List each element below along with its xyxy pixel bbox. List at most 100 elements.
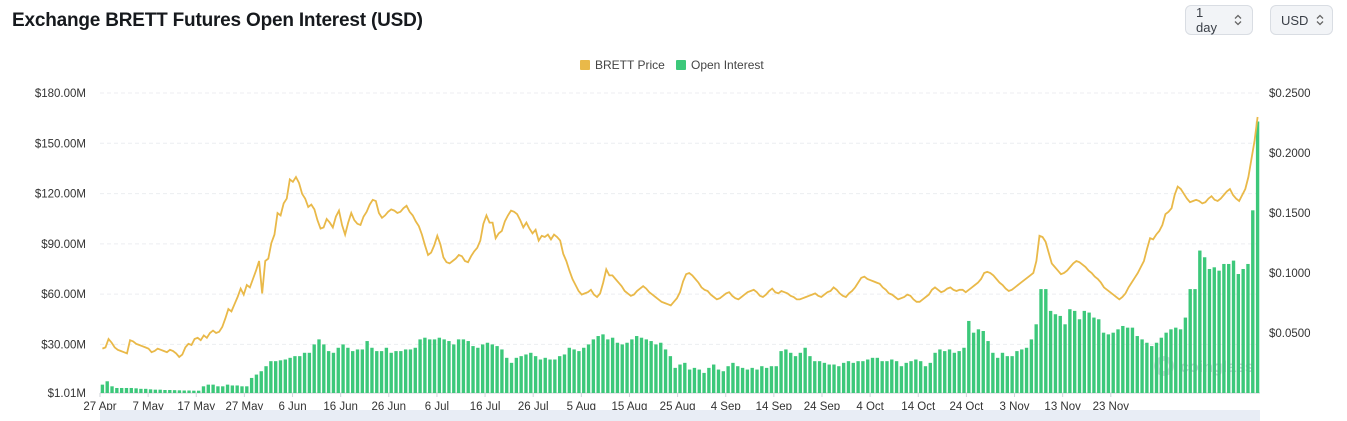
- oi-bar: [312, 344, 316, 393]
- oi-bar: [615, 342, 620, 393]
- oi-bar: [139, 388, 143, 393]
- oi-bar: [245, 386, 249, 393]
- open-interest-bars: [100, 121, 1260, 393]
- oi-bar: [500, 349, 504, 393]
- oi-bar: [172, 390, 177, 393]
- oi-bar: [789, 352, 793, 393]
- interval-select-label: 1 day: [1196, 5, 1217, 35]
- oi-bar: [495, 346, 499, 393]
- oi-bar: [721, 371, 726, 393]
- oi-bar: [1202, 257, 1207, 393]
- oi-bar: [1174, 327, 1178, 393]
- oi-bar: [1125, 327, 1130, 393]
- oi-bar: [134, 388, 138, 393]
- y-right-tick-label: $0.1500: [1269, 208, 1311, 220]
- oi-bar: [110, 386, 114, 393]
- oi-bar: [1020, 349, 1024, 393]
- oi-bar: [803, 347, 807, 393]
- oi-bar: [976, 329, 981, 393]
- oi-bar: [1241, 268, 1245, 393]
- currency-select[interactable]: USD: [1270, 5, 1333, 35]
- oi-bar: [639, 337, 644, 393]
- oi-bar: [909, 361, 913, 393]
- oi-bar: [779, 351, 783, 393]
- y-right-tick-label: $0.0500: [1269, 328, 1311, 340]
- oi-bar: [918, 361, 923, 393]
- oi-bar: [1255, 121, 1260, 393]
- page-title: Exchange BRETT Futures Open Interest (US…: [12, 10, 423, 31]
- oi-bar: [370, 347, 374, 393]
- oi-bar: [962, 347, 966, 393]
- oi-bar: [663, 349, 668, 393]
- oi-bar: [201, 386, 206, 393]
- oi-bar: [509, 362, 514, 393]
- oi-bar: [326, 351, 331, 393]
- oi-bar: [221, 386, 225, 393]
- oi-bar: [914, 359, 918, 393]
- oi-bar: [601, 334, 605, 393]
- oi-bar: [606, 339, 610, 393]
- oi-bar: [365, 341, 369, 393]
- oi-bar: [1087, 312, 1091, 393]
- oi-bar: [163, 389, 167, 393]
- oi-bar: [548, 359, 552, 393]
- oi-bar: [351, 351, 355, 393]
- oi-bar: [947, 349, 952, 393]
- oi-bar: [952, 352, 957, 393]
- oi-bar: [423, 337, 427, 393]
- oi-bar: [413, 347, 417, 393]
- oi-bar: [1130, 327, 1135, 393]
- oi-bar: [480, 344, 485, 393]
- oi-bar: [683, 362, 687, 393]
- oi-bar: [254, 374, 259, 393]
- y-left-tick-label: $1.01M: [48, 388, 86, 400]
- oi-bar: [586, 344, 591, 393]
- oi-bar: [769, 366, 774, 393]
- oi-bar: [625, 342, 629, 393]
- oi-bar: [630, 339, 634, 393]
- oi-bar: [1178, 329, 1183, 393]
- oi-bar: [307, 352, 312, 393]
- oi-bar: [986, 341, 990, 393]
- oi-bar: [283, 359, 287, 393]
- oi-bar: [341, 344, 345, 393]
- oi-bar: [634, 336, 639, 393]
- y-axis-left: $1.01M $30.00M $60.00M $90.00M $120.00M $150.…: [35, 88, 86, 400]
- oi-bar: [331, 352, 336, 393]
- oi-bar: [841, 362, 846, 393]
- oi-bar: [288, 357, 292, 393]
- oi-bar: [1053, 314, 1058, 393]
- oi-bar: [1077, 319, 1082, 393]
- oi-bar: [1159, 337, 1164, 393]
- oi-bar: [1145, 342, 1149, 393]
- range-slider[interactable]: [100, 410, 1260, 421]
- y-right-tick-label: $0.2000: [1269, 148, 1311, 160]
- legend-item-label: BRETT Price: [595, 58, 665, 72]
- oi-bar: [808, 356, 812, 393]
- oi-bar: [687, 369, 692, 393]
- oi-bar: [249, 377, 254, 393]
- oi-bar: [1236, 274, 1241, 393]
- oi-bar: [861, 361, 865, 393]
- oi-bar: [225, 384, 230, 393]
- oi-bar: [774, 366, 778, 393]
- oi-bar: [760, 366, 764, 393]
- oi-bar: [456, 339, 461, 393]
- y-left-tick-label: $30.00M: [41, 339, 86, 351]
- oi-bar: [702, 372, 706, 393]
- oi-bar: [567, 347, 571, 393]
- legend-swatch: [676, 60, 686, 70]
- legend[interactable]: BRETT Price Open Interest: [580, 58, 764, 72]
- oi-bar: [731, 362, 735, 393]
- oi-bar: [707, 367, 711, 393]
- oi-bar: [115, 387, 119, 393]
- oi-bar: [1000, 352, 1005, 393]
- oi-bar: [736, 366, 740, 393]
- y-right-tick-label: $0.2500: [1269, 88, 1311, 100]
- oi-bar: [813, 361, 817, 393]
- interval-select[interactable]: 1 day: [1185, 5, 1253, 35]
- oi-bar: [894, 361, 899, 393]
- oi-bar: [230, 385, 235, 393]
- legend-item-label: Open Interest: [691, 58, 764, 72]
